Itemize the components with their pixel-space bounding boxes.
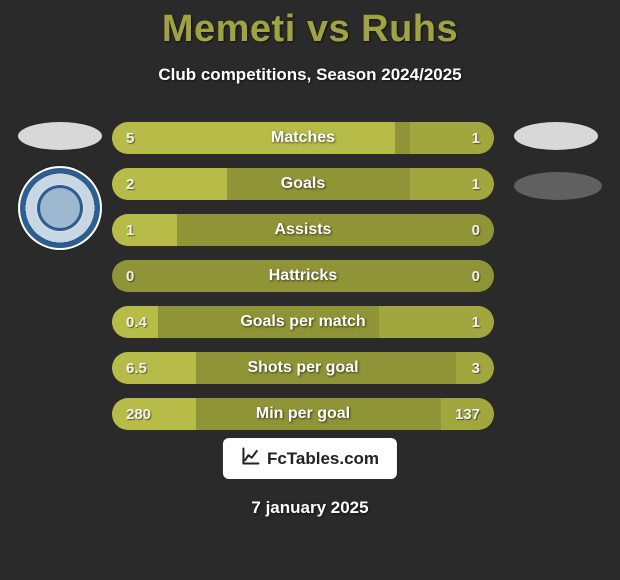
date-label: 7 january 2025: [0, 498, 620, 518]
comparison-bars: 51Matches 21Goals 10Assists 00Hattricks 0.41…: [112, 122, 494, 444]
right-player-placeholder: [514, 122, 598, 150]
stat-label: Assists: [112, 214, 494, 246]
left-player-placeholder: [18, 122, 102, 150]
left-player-column: [18, 122, 102, 250]
stat-label: Hattricks: [112, 260, 494, 292]
source-link[interactable]: FcTables.com: [223, 438, 397, 479]
stat-label: Shots per goal: [112, 352, 494, 384]
stat-row: 21Goals: [112, 168, 494, 200]
stat-row: 10Assists: [112, 214, 494, 246]
stat-row: 6.53Shots per goal: [112, 352, 494, 384]
chart-icon: [241, 446, 261, 471]
stat-label: Goals: [112, 168, 494, 200]
page-subtitle: Club competitions, Season 2024/2025: [0, 65, 620, 85]
stat-label: Goals per match: [112, 306, 494, 338]
right-club-placeholder: [514, 172, 602, 200]
stat-label: Min per goal: [112, 398, 494, 430]
source-label: FcTables.com: [267, 449, 379, 469]
stat-row: 51Matches: [112, 122, 494, 154]
page-title: Memeti vs Ruhs: [0, 0, 620, 51]
stat-label: Matches: [112, 122, 494, 154]
stat-row: 00Hattricks: [112, 260, 494, 292]
right-player-column: [514, 122, 602, 200]
club-crest-icon: [18, 166, 102, 250]
stat-row: 0.41Goals per match: [112, 306, 494, 338]
stat-row: 280137Min per goal: [112, 398, 494, 430]
